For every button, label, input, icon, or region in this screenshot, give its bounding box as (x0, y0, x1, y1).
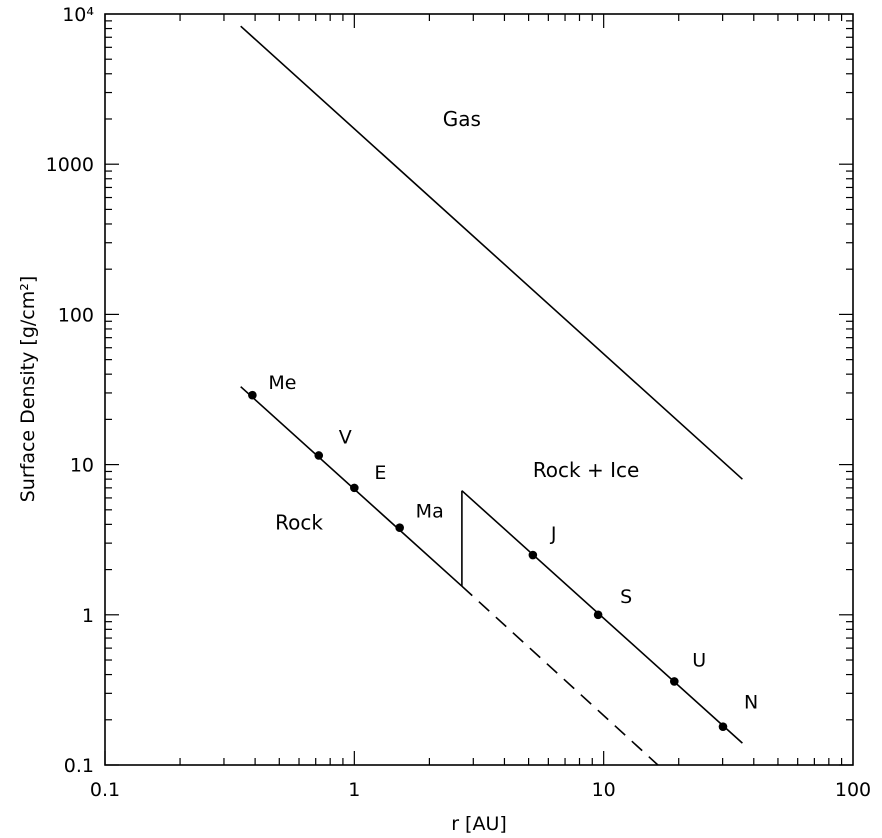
region-label-rock: Rock (275, 510, 323, 534)
y-tick-label: 1 (82, 605, 94, 627)
planet-point-s (593, 610, 603, 620)
planet-point-n (718, 722, 728, 731)
gas-line (240, 25, 743, 480)
y-tick-label: 1000 (46, 154, 94, 176)
chart-labels: Me VE Ma J S U N Gas Rock Rock + Ice (268, 107, 758, 714)
x-tick-label: 10 (592, 779, 616, 801)
planet-point-ma (395, 523, 404, 533)
planet-points (248, 390, 728, 731)
data-lines (240, 25, 743, 766)
y-tick-label: 0.1 (64, 755, 94, 777)
planet-label-ma: Ma (416, 501, 444, 523)
y-tick-label: 10 (70, 455, 94, 477)
y-tick-label: 100 (58, 304, 94, 326)
planet-label-u: U (692, 649, 706, 671)
planet-point-me (248, 390, 257, 400)
planet-point-j (528, 550, 538, 560)
rock-extension-line (461, 585, 659, 766)
y-tick-label: 10⁴ (62, 4, 94, 26)
x-tick-label: 100 (835, 779, 871, 801)
planet-point-e (350, 483, 359, 493)
rock-ice-line (461, 490, 743, 744)
x-axis-title: r [AU] (451, 813, 507, 835)
x-tick-label: 0.1 (90, 779, 120, 801)
planet-label-v: V (339, 426, 352, 448)
planet-point-v (314, 451, 324, 460)
region-label-gas: Gas (443, 107, 481, 131)
planet-point-u (670, 677, 679, 686)
planet-label-e: E (374, 462, 386, 484)
y-axis-title: Surface Density [g/cm²] (17, 276, 39, 503)
axis-ticks: 0.1 1 10 100 0.1 1 10 100 1000 10⁴ (46, 4, 871, 801)
plot-frame (104, 13, 854, 766)
planet-label-me: Me (268, 372, 296, 394)
region-label-rock-ice: Rock + Ice (533, 458, 639, 482)
planet-label-n: N (744, 692, 758, 714)
planet-label-s: S (620, 586, 632, 608)
planet-label-j: J (550, 523, 557, 545)
x-tick-label: 1 (348, 779, 360, 801)
